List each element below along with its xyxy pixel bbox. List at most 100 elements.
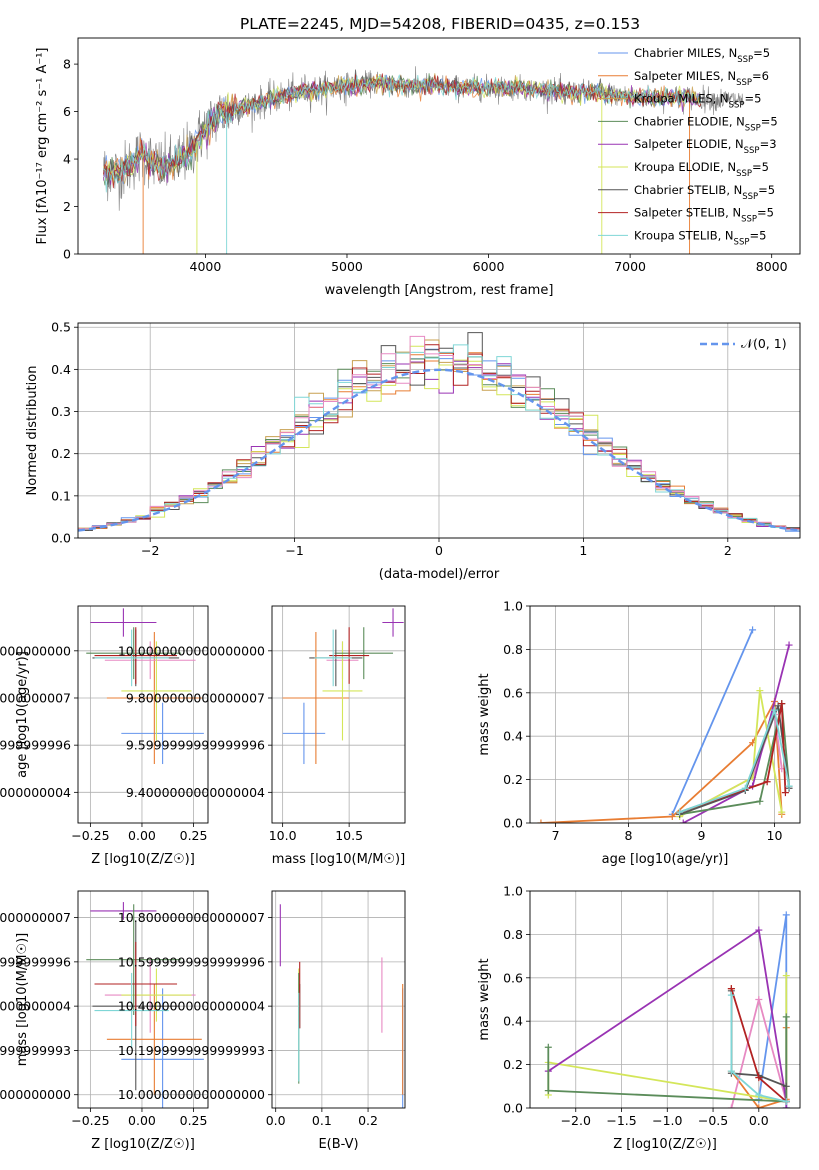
y-tick-label: 0.4	[503, 729, 523, 744]
weight-line-1	[540, 698, 783, 823]
weight-marker	[778, 808, 786, 816]
y-axis-label: Flux [fλ10⁻¹⁷ erg cm⁻² s⁻¹ A⁻¹]	[35, 48, 50, 245]
panel-mass-age: 10.0 10.5 9.4000000000000004 9.599999999999…	[118, 605, 406, 867]
x-tick-label: 0.0	[266, 1113, 286, 1128]
x-tick-label: −1.5	[606, 1113, 636, 1128]
weight-marker	[755, 1091, 763, 1099]
legend-label-sub: SSP	[745, 123, 761, 133]
legend-label-sub: SSP	[744, 146, 760, 156]
x-tick-label: 0.2	[358, 1113, 378, 1128]
x-tick-label: 8000	[756, 259, 788, 274]
y-tick-label: 0.2	[51, 446, 71, 461]
y-tick-label: 10.1999999999999993	[118, 1043, 265, 1058]
y-tick-label: 0.0	[51, 531, 71, 546]
y-tick-label: 10.4000000000000004	[118, 999, 265, 1014]
x-tick-label: −0.25	[71, 1113, 109, 1128]
weight-line-8	[730, 995, 787, 1103]
weight-marker	[727, 1067, 735, 1075]
y-axis-label: mass [log10(M/M☉)]	[15, 933, 30, 1066]
panel-residuals: −2 −1 0 1 2 0.0 0.1 0.2 0.3 0.4 0.5 𝒩(0, 1) (data-mo…	[25, 320, 801, 582]
plot-frame	[529, 890, 801, 1109]
panel-weights-z: −2.0 −1.5 −1.0 −0.5 0.0 0.0 0.2 0.4 0.6 0.8 1.0 Z […	[477, 884, 801, 1152]
legend-label-suffix: =5	[757, 206, 774, 220]
weight-marker	[727, 985, 735, 993]
y-tick-label: 10.8000000000000007	[0, 910, 71, 925]
legend-label-sub: SSP	[741, 215, 757, 225]
x-tick-label: 2	[724, 543, 732, 558]
y-tick-label: 0.3	[51, 404, 71, 419]
weight-marker	[782, 1013, 790, 1021]
plot-frame	[77, 37, 801, 255]
weight-marker	[770, 706, 778, 714]
weight-marker	[785, 782, 793, 790]
weight-marker	[537, 819, 545, 823]
y-tick-label: 10.0000000000000000	[118, 643, 265, 658]
legend-label-suffix: =5	[758, 183, 775, 197]
x-tick-label: 0.0	[749, 1113, 769, 1128]
y-tick-label: 10.0000000000000000	[0, 1087, 71, 1102]
weight-marker	[755, 1104, 763, 1108]
weight-marker	[544, 1043, 552, 1051]
plot-area	[86, 902, 204, 1108]
x-tick-label: −2	[141, 543, 159, 558]
legend-label-suffix: =5	[752, 160, 769, 174]
weight-marker	[755, 1074, 763, 1082]
y-tick-label: 4	[63, 152, 71, 167]
y-tick-label: 6	[63, 104, 71, 119]
legend-label-sub: SSP	[729, 101, 745, 111]
histogram-step-3	[78, 356, 800, 531]
y-axis-label: mass weight	[477, 673, 492, 755]
x-tick-label: 0.00	[128, 1113, 156, 1128]
legend-label-sub: SSP	[736, 169, 752, 179]
y-tick-label: 9.4000000000000004	[126, 785, 265, 800]
y-tick-label: 10.5999999999999996	[0, 954, 71, 969]
weight-marker	[741, 784, 749, 792]
plot-frame	[271, 890, 406, 1109]
y-tick-label: 0.0	[503, 1101, 523, 1116]
legend-label-sub: SSP	[736, 78, 752, 88]
plot-area	[78, 332, 800, 532]
legend-label: Chabrier MILES, NSSP=5	[634, 46, 770, 65]
plot-area	[103, 66, 744, 254]
weight-marker	[749, 626, 757, 634]
x-tick-label: −0.25	[71, 828, 109, 843]
legend-label-sub: SSP	[734, 237, 750, 247]
x-tick-label: 6000	[473, 259, 505, 274]
weight-marker	[755, 996, 763, 1003]
weight-marker	[679, 819, 687, 823]
x-tick-label: 0.25	[180, 828, 208, 843]
weight-marker	[785, 641, 793, 649]
y-tick-label: 9.5999999999999996	[0, 738, 71, 753]
histogram-step-9	[78, 335, 800, 530]
plot-area	[279, 904, 404, 1108]
weight-marker	[782, 911, 790, 919]
legend-label-suffix: =3	[760, 137, 777, 151]
y-tick-label: 10.4000000000000004	[0, 999, 71, 1014]
legend-label-suffix: =5	[753, 46, 770, 60]
panel-weights-age: 7 8 9 10 0.0 0.2 0.4 0.6 0.8 1.0 age [log10(age/yr…	[477, 599, 801, 867]
x-tick-label: 0.1	[312, 1113, 332, 1128]
legend-label-sub: SSP	[737, 55, 753, 65]
normal-curve-line	[78, 368, 800, 532]
y-tick-label: 0.2	[503, 772, 523, 787]
weight-marker	[756, 797, 764, 805]
y-tick-label: 10.8000000000000007	[118, 910, 265, 925]
weight-marker	[727, 991, 735, 999]
y-tick-label: 0.2	[503, 1057, 523, 1072]
y-tick-label: 1.0	[503, 884, 523, 899]
plot-frame	[271, 605, 406, 824]
panel-z-mass: −0.25 0.00 0.25 10.0000000000000000 10.19999…	[0, 890, 209, 1152]
x-axis-label: mass [log10(M/M☉)]	[272, 852, 405, 867]
legend-label-suffix: =5	[761, 114, 778, 128]
y-tick-label: 9.8000000000000007	[126, 690, 265, 705]
x-axis-label: wavelength [Angstrom, rest frame]	[325, 283, 554, 298]
x-tick-label: 10	[767, 828, 783, 843]
x-tick-label: 4000	[190, 259, 222, 274]
y-tick-label: 9.4000000000000004	[0, 785, 71, 800]
legend-label: Salpeter ELODIE, NSSP=3	[634, 137, 777, 156]
y-tick-label: 0.6	[503, 970, 523, 985]
y-tick-label: 10.0000000000000000	[0, 643, 71, 658]
legend-label-suffix: =5	[749, 228, 766, 242]
weight-marker	[778, 700, 786, 708]
weight-marker	[782, 1097, 790, 1105]
